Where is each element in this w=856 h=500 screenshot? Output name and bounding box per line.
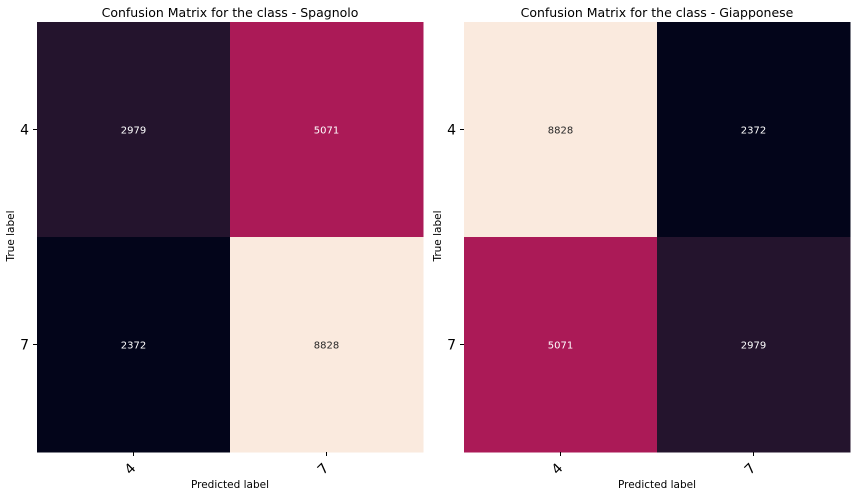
y-axis-label: True label — [5, 210, 17, 262]
heatmap-cell — [37, 22, 231, 238]
cell-value-label: 2372 — [121, 341, 146, 352]
cell-value-label: 5071 — [548, 341, 573, 352]
cell-value-label: 2372 — [741, 126, 766, 137]
spagnolo-confusion-matrix: Confusion Matrix for the class - Spagnol… — [5, 5, 424, 491]
y-tick-label: 7 — [447, 338, 456, 354]
heatmap-cell — [464, 237, 658, 453]
y-tick-label: 4 — [20, 123, 29, 139]
x-tick-label: 4 — [122, 460, 140, 478]
heatmap-cell — [657, 22, 851, 238]
heatmap-cell — [657, 237, 851, 453]
x-axis-label: Predicted label — [618, 479, 696, 491]
cell-value-label: 2979 — [121, 126, 146, 137]
y-tick-label: 4 — [447, 123, 456, 139]
cell-value-label: 8828 — [314, 341, 339, 352]
chart-title: Confusion Matrix for the class - Spagnol… — [102, 5, 359, 20]
y-tick-label: 7 — [20, 338, 29, 354]
heatmap-cell — [230, 22, 424, 238]
x-tick-label: 7 — [742, 461, 760, 479]
x-tick-label: 7 — [315, 461, 333, 479]
heatmap-cell — [37, 237, 231, 453]
heatmap-cell — [230, 237, 424, 453]
cell-value-label: 2979 — [741, 341, 766, 352]
heatmap-cell — [464, 22, 658, 238]
x-tick-label: 4 — [549, 460, 567, 478]
giapponese-confusion-matrix: Confusion Matrix for the class - Giappon… — [432, 5, 851, 491]
chart-title: Confusion Matrix for the class - Giappon… — [521, 5, 794, 20]
y-axis-label: True label — [432, 210, 444, 262]
x-axis-label: Predicted label — [191, 479, 269, 491]
cell-value-label: 5071 — [314, 126, 339, 137]
cell-value-label: 8828 — [548, 126, 573, 137]
